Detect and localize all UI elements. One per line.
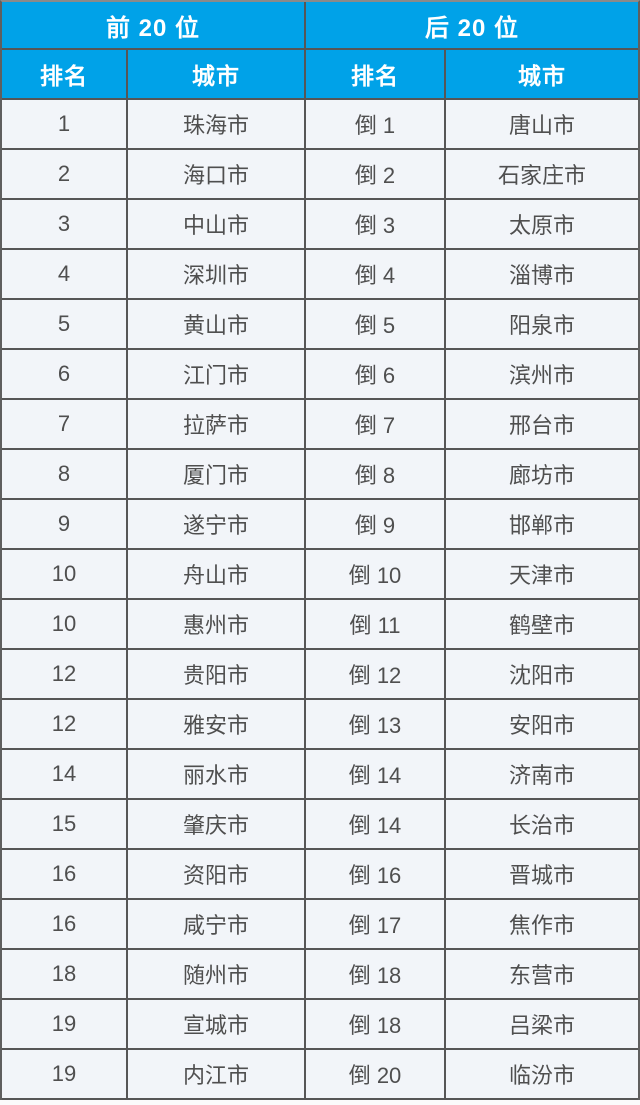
city-cell: 天津市 [446, 550, 638, 600]
city-cell: 惠州市 [128, 600, 306, 650]
city-cell: 鹤壁市 [446, 600, 638, 650]
rank-cell: 1 [2, 100, 128, 150]
city-cell: 江门市 [128, 350, 306, 400]
city-cell: 吕梁市 [446, 1000, 638, 1050]
rank-cell: 倒 2 [306, 150, 446, 200]
rank-cell: 7 [2, 400, 128, 450]
city-cell: 深圳市 [128, 250, 306, 300]
rank-cell: 倒 8 [306, 450, 446, 500]
city-cell: 拉萨市 [128, 400, 306, 450]
header-top20: 前 20 位 [2, 2, 306, 50]
rank-cell: 倒 4 [306, 250, 446, 300]
city-cell: 珠海市 [128, 100, 306, 150]
city-cell: 东营市 [446, 950, 638, 1000]
city-cell: 黄山市 [128, 300, 306, 350]
rank-cell: 12 [2, 650, 128, 700]
rank-cell: 4 [2, 250, 128, 300]
city-cell: 廊坊市 [446, 450, 638, 500]
city-cell: 晋城市 [446, 850, 638, 900]
city-cell: 唐山市 [446, 100, 638, 150]
rank-cell: 倒 14 [306, 750, 446, 800]
city-cell: 长治市 [446, 800, 638, 850]
rank-cell: 倒 16 [306, 850, 446, 900]
city-cell: 太原市 [446, 200, 638, 250]
rank-cell: 3 [2, 200, 128, 250]
city-cell: 中山市 [128, 200, 306, 250]
rank-cell: 12 [2, 700, 128, 750]
city-cell: 滨州市 [446, 350, 638, 400]
city-cell: 阳泉市 [446, 300, 638, 350]
city-cell: 邯郸市 [446, 500, 638, 550]
city-cell: 随州市 [128, 950, 306, 1000]
city-cell: 舟山市 [128, 550, 306, 600]
col-header-rank-left: 排名 [2, 50, 128, 100]
rank-cell: 9 [2, 500, 128, 550]
rank-cell: 倒 10 [306, 550, 446, 600]
city-cell: 临汾市 [446, 1050, 638, 1100]
rank-cell: 6 [2, 350, 128, 400]
rank-cell: 倒 18 [306, 950, 446, 1000]
rank-cell: 2 [2, 150, 128, 200]
header-bottom20: 后 20 位 [306, 2, 638, 50]
col-header-city-right: 城市 [446, 50, 638, 100]
city-cell: 淄博市 [446, 250, 638, 300]
rank-cell: 倒 11 [306, 600, 446, 650]
rank-cell: 10 [2, 550, 128, 600]
rank-cell: 倒 20 [306, 1050, 446, 1100]
city-cell: 焦作市 [446, 900, 638, 950]
city-cell: 济南市 [446, 750, 638, 800]
rank-cell: 倒 13 [306, 700, 446, 750]
city-cell: 贵阳市 [128, 650, 306, 700]
rank-cell: 19 [2, 1000, 128, 1050]
rank-cell: 5 [2, 300, 128, 350]
rank-cell: 14 [2, 750, 128, 800]
city-cell: 厦门市 [128, 450, 306, 500]
col-header-city-left: 城市 [128, 50, 306, 100]
col-header-rank-right: 排名 [306, 50, 446, 100]
city-cell: 雅安市 [128, 700, 306, 750]
rank-cell: 倒 7 [306, 400, 446, 450]
rank-cell: 16 [2, 850, 128, 900]
rank-cell: 8 [2, 450, 128, 500]
city-cell: 肇庆市 [128, 800, 306, 850]
city-cell: 海口市 [128, 150, 306, 200]
rank-cell: 倒 6 [306, 350, 446, 400]
city-cell: 咸宁市 [128, 900, 306, 950]
rank-cell: 倒 1 [306, 100, 446, 150]
rank-cell: 倒 12 [306, 650, 446, 700]
city-cell: 石家庄市 [446, 150, 638, 200]
rank-cell: 倒 18 [306, 1000, 446, 1050]
city-cell: 内江市 [128, 1050, 306, 1100]
city-cell: 安阳市 [446, 700, 638, 750]
city-cell: 宣城市 [128, 1000, 306, 1050]
city-cell: 遂宁市 [128, 500, 306, 550]
city-cell: 资阳市 [128, 850, 306, 900]
rank-cell: 倒 14 [306, 800, 446, 850]
rank-cell: 倒 3 [306, 200, 446, 250]
rank-cell: 19 [2, 1050, 128, 1100]
city-cell: 丽水市 [128, 750, 306, 800]
city-cell: 沈阳市 [446, 650, 638, 700]
rank-cell: 倒 17 [306, 900, 446, 950]
rank-cell: 倒 5 [306, 300, 446, 350]
city-cell: 邢台市 [446, 400, 638, 450]
rank-cell: 15 [2, 800, 128, 850]
rank-cell: 倒 9 [306, 500, 446, 550]
rank-cell: 18 [2, 950, 128, 1000]
rank-cell: 16 [2, 900, 128, 950]
rank-cell: 10 [2, 600, 128, 650]
